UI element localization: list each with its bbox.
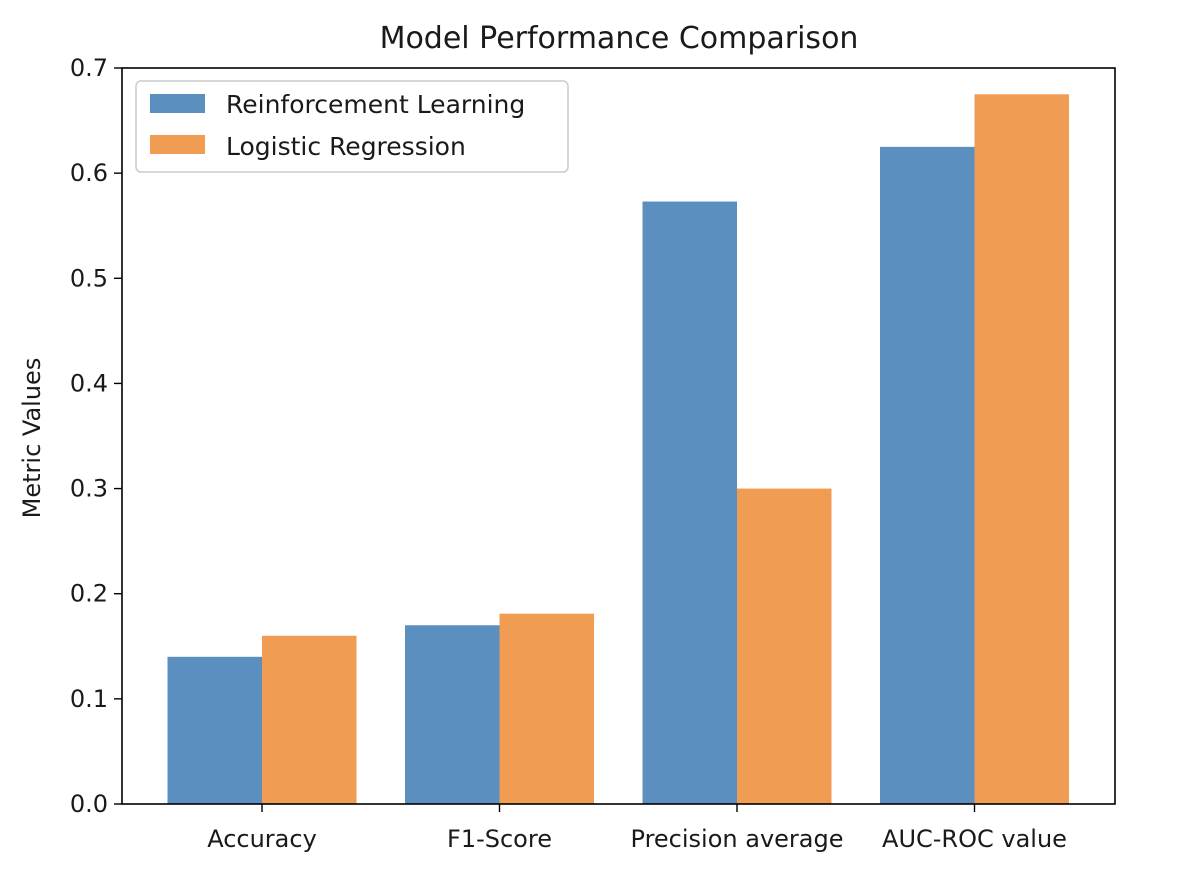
- axes-frame: [121, 67, 1116, 805]
- legend-label-logistic-regression: Logistic Regression: [226, 132, 466, 161]
- x-tick-label-f1-score: F1-Score: [447, 825, 552, 853]
- bar-logistic-regression-auc-roc-value: [974, 94, 1069, 805]
- y-tick-label: 0.6: [70, 159, 108, 187]
- bar-reinforcement-learning-precision-average: [642, 201, 737, 804]
- y-tick-label: 0.2: [70, 580, 108, 608]
- y-tick-label: 0.4: [70, 369, 108, 397]
- y-tick-label: 0.5: [70, 264, 108, 292]
- y-axis-label: Metric Values: [18, 358, 46, 519]
- legend-swatch-reinforcement-learning: [150, 94, 205, 113]
- y-tick-label: 0.0: [70, 790, 108, 818]
- bar-logistic-regression-precision-average: [737, 488, 832, 804]
- legend-swatch-logistic-regression: [150, 135, 205, 154]
- legend-box: [135, 80, 569, 173]
- legend: Reinforcement Learning Logistic Regressi…: [135, 80, 569, 173]
- bar-logistic-regression-accuracy: [262, 635, 357, 804]
- y-tick-label: 0.3: [70, 475, 108, 503]
- bar-reinforcement-learning-accuracy: [167, 656, 262, 804]
- bar-reinforcement-learning-auc-roc-value: [880, 146, 975, 804]
- x-tick-label-accuracy: Accuracy: [207, 825, 317, 853]
- bar-reinforcement-learning-f1-score: [405, 625, 500, 804]
- x-tick-label-precision-average: Precision average: [631, 825, 844, 853]
- plot-area: 0.0 0.1 0.2 0.3 0.4 0.5 0.6 0.7 Accuracy F1-Score…: [70, 54, 1069, 853]
- y-tick-label: 0.7: [70, 54, 108, 82]
- x-tick-label-auc-roc-value: AUC-ROC value: [882, 825, 1067, 853]
- legend-label-reinforcement-learning: Reinforcement Learning: [226, 90, 525, 119]
- chart-title: Model Performance Comparison: [380, 21, 859, 56]
- y-tick-label: 0.1: [70, 685, 108, 713]
- bar-logistic-regression-f1-score: [499, 613, 594, 804]
